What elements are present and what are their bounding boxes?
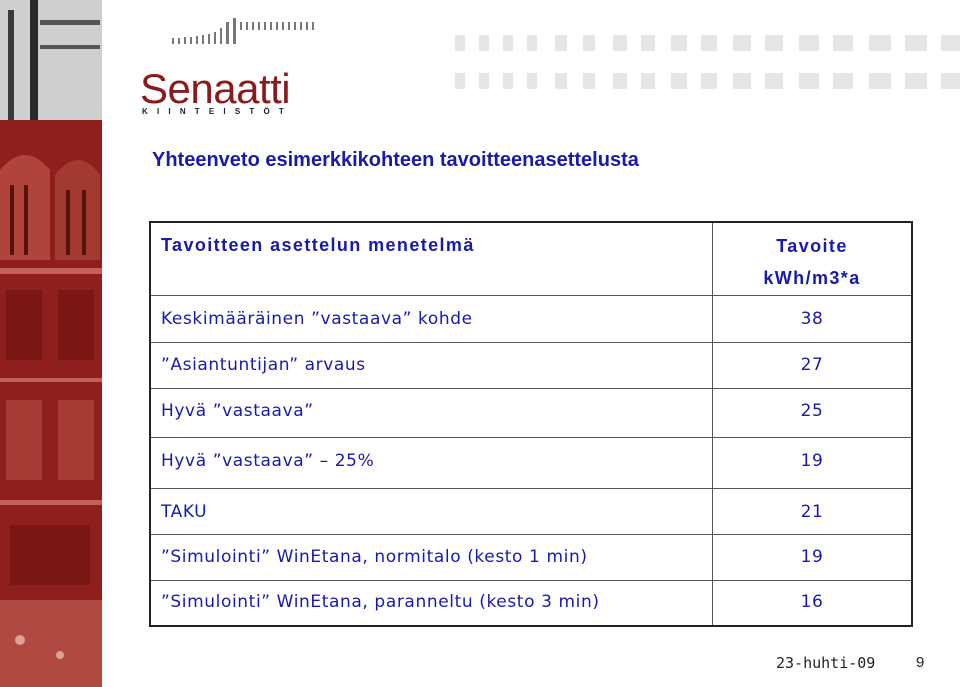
logo-bars-graphic xyxy=(172,18,314,44)
header-target-unit: kWh/m3*a xyxy=(763,268,861,288)
table-row: Hyvä ”vastaava” 25 xyxy=(151,389,911,438)
table-header-row: Tavoitteen asettelun menetelmä Tavoite k… xyxy=(151,223,911,296)
method-cell: ”Asiantuntijan” arvaus xyxy=(161,355,366,375)
method-cell: Keskimääräinen ”vastaava” kohde xyxy=(161,309,473,329)
header-target-label: Tavoite xyxy=(776,236,848,256)
page-number: 9 xyxy=(916,654,925,671)
table-row: Hyvä ”vastaava” – 25% 19 xyxy=(151,438,911,489)
header-method: Tavoitteen asettelun menetelmä xyxy=(161,235,475,255)
method-cell: ”Simulointi” WinEtana, normitalo (kesto … xyxy=(161,547,588,567)
value-cell: 16 xyxy=(800,592,824,612)
logo-wordmark: Senaatti xyxy=(140,65,291,112)
method-cell: Hyvä ”vastaava” – 25% xyxy=(161,451,375,471)
value-cell: 27 xyxy=(800,355,824,375)
logo-subtitle: KIINTEISTÖT xyxy=(142,107,293,116)
table-row: Keskimääräinen ”vastaava” kohde 38 xyxy=(151,296,911,343)
value-cell: 19 xyxy=(800,547,824,567)
table-row: ”Simulointi” WinEtana, paranneltu (kesto… xyxy=(151,581,911,625)
footer-date: 23-huhti-09 xyxy=(776,654,876,672)
header-target: Tavoite kWh/m3*a xyxy=(713,230,911,294)
senaatti-logo: Senaatti KIINTEISTÖT xyxy=(140,18,330,118)
value-cell: 19 xyxy=(800,451,824,471)
value-cell: 21 xyxy=(800,502,824,522)
table-row: ”Asiantuntijan” arvaus 27 xyxy=(151,343,911,389)
building-photo-graphic xyxy=(0,0,102,687)
value-cell: 38 xyxy=(800,309,824,329)
table-row: TAKU 21 xyxy=(151,489,911,535)
target-table: Tavoitteen asettelun menetelmä Tavoite k… xyxy=(149,221,913,627)
value-cell: 25 xyxy=(800,401,824,421)
column-divider xyxy=(712,223,713,625)
method-cell: Hyvä ”vastaava” xyxy=(161,401,314,421)
table-row: ”Simulointi” WinEtana, normitalo (kesto … xyxy=(151,535,911,581)
decorative-squares xyxy=(455,35,960,95)
method-cell: TAKU xyxy=(161,502,208,522)
method-cell: ”Simulointi” WinEtana, paranneltu (kesto… xyxy=(161,592,600,612)
slide-title: Yhteenveto esimerkkikohteen tavoitteenas… xyxy=(152,149,639,171)
building-photo-strip xyxy=(0,0,102,687)
